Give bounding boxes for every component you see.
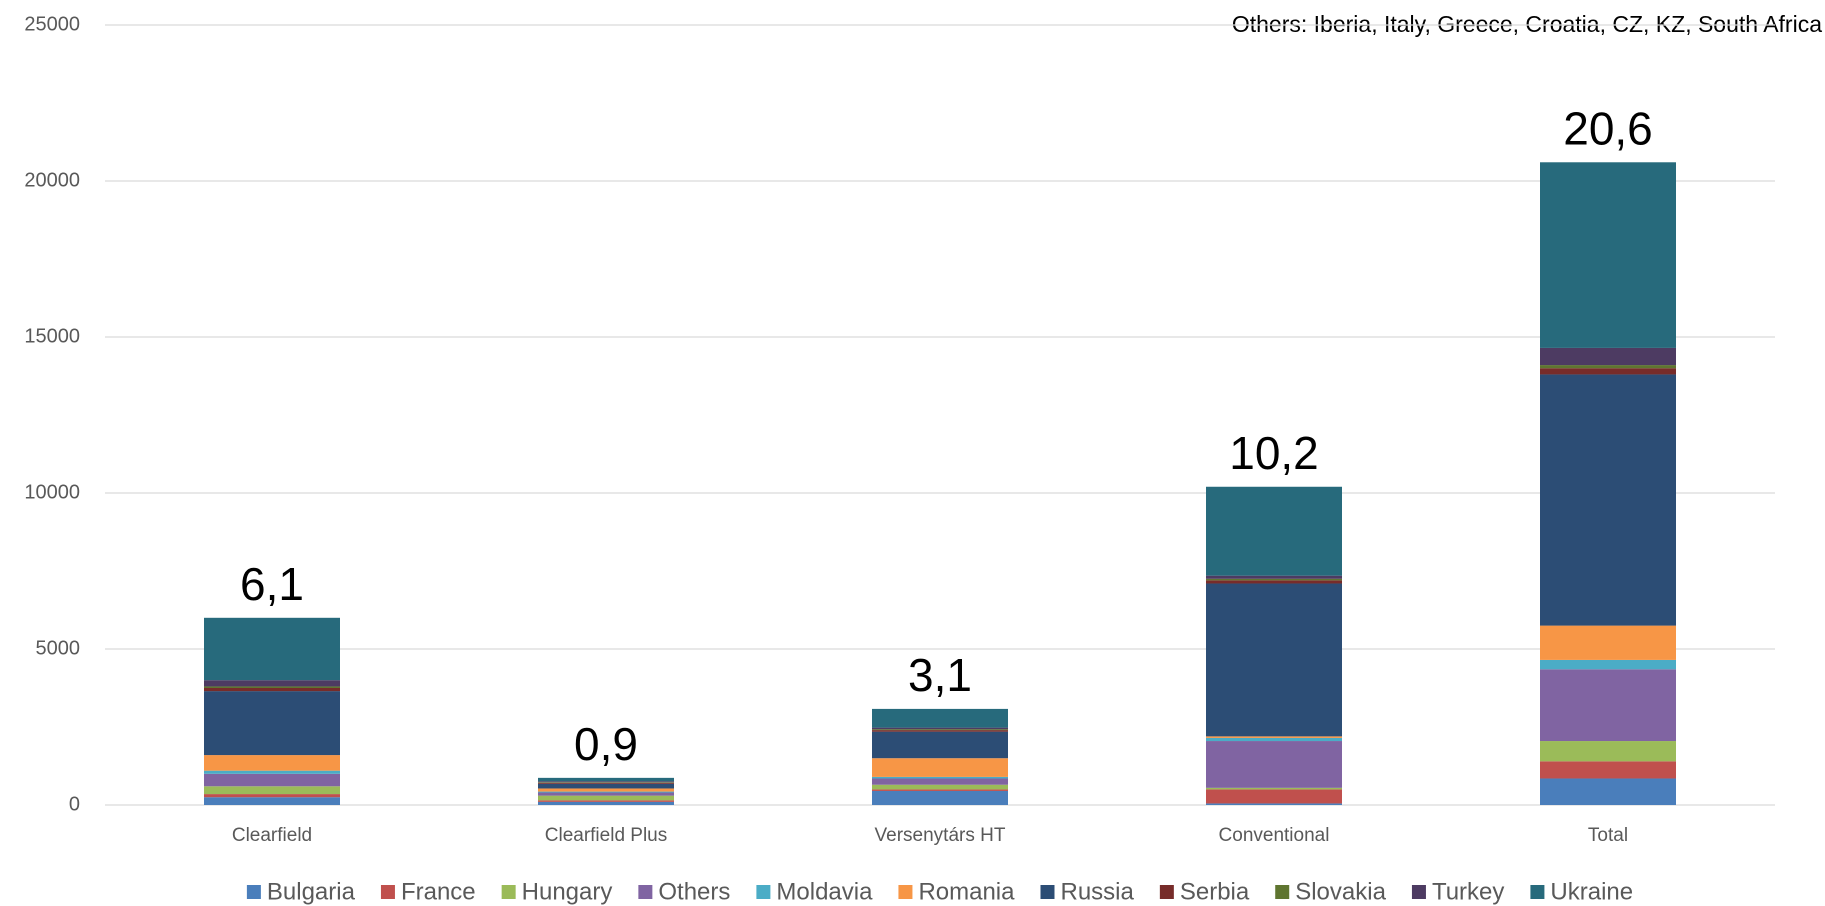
legend-swatch (380, 885, 395, 899)
bar-segment (1206, 583, 1342, 737)
legend-label: Others (658, 878, 730, 905)
bar-segment (1206, 787, 1342, 790)
bar-segment (872, 776, 1008, 779)
bar-segment (1540, 162, 1676, 348)
bar-segment (1540, 625, 1676, 660)
y-tick-label: 5000 (36, 637, 81, 659)
bar-segment (1206, 578, 1342, 581)
bar-segment (538, 777, 674, 782)
legend-swatch (1411, 885, 1426, 899)
total-label: 3,1 (908, 649, 972, 701)
y-tick-label: 25000 (24, 13, 80, 35)
bar-segment (538, 782, 674, 784)
bar-segment (1206, 789, 1342, 804)
bar-segment (538, 792, 674, 796)
bar-segment (872, 790, 1008, 805)
bar-segment (872, 729, 1008, 731)
total-label: 20,6 (1563, 102, 1653, 154)
x-tick-label: Conventional (1219, 825, 1330, 846)
x-tick-label: Clearfield (232, 825, 312, 846)
legend-label: Moldavia (776, 878, 873, 905)
legend-label: Slovakia (1295, 878, 1386, 905)
bar-segment (1206, 736, 1342, 738)
legend-label: Ukraine (1550, 878, 1633, 905)
bar-segment (872, 789, 1008, 791)
legend-label: Turkey (1432, 878, 1504, 905)
bar-segment (872, 730, 1008, 732)
total-label: 0,9 (574, 718, 638, 770)
x-tick-label: Total (1588, 825, 1628, 846)
bar-segment (1540, 741, 1676, 762)
bar-segment (872, 758, 1008, 777)
bar-segment (204, 797, 340, 805)
bar-segment (1540, 669, 1676, 742)
bar-segment (204, 680, 340, 687)
bar-segment (538, 795, 674, 801)
bar-segment (204, 773, 340, 787)
total-label: 10,2 (1229, 427, 1319, 479)
y-tick-label: 20000 (24, 169, 80, 191)
bar-segment (1540, 374, 1676, 626)
bar-segment (538, 791, 674, 793)
legend-swatch (1040, 885, 1055, 899)
legend-swatch (638, 885, 653, 899)
legend-label: Serbia (1180, 878, 1250, 905)
legend-label: France (401, 878, 476, 905)
bar-segment (1206, 741, 1342, 788)
legend-swatch (1530, 885, 1545, 899)
bar-segment (1540, 659, 1676, 670)
legend-swatch (1275, 885, 1290, 899)
bar-segment (204, 794, 340, 798)
bar-segment (204, 755, 340, 771)
y-tick-label: 10000 (24, 481, 80, 503)
legend-swatch (898, 885, 913, 899)
bar-segment (538, 800, 674, 802)
bar-segment (872, 727, 1008, 730)
y-tick-label: 0 (69, 793, 80, 815)
bar-segment (1206, 803, 1342, 805)
note: Others: Iberia, Italy, Greece, Croatia, … (1232, 11, 1822, 37)
bar-segment (872, 708, 1008, 728)
bar-segment (538, 781, 674, 783)
bar-segment (204, 691, 340, 756)
x-tick-label: Clearfield Plus (545, 825, 668, 846)
bar-segment (872, 731, 1008, 759)
bar-segment (1540, 365, 1676, 369)
bar-segment (1540, 368, 1676, 375)
legend-swatch (1159, 885, 1174, 899)
bar-segment (1540, 778, 1676, 805)
total-label: 6,1 (240, 558, 304, 610)
legend-swatch (756, 885, 771, 899)
bar-segment (204, 617, 340, 681)
bar-segment (1206, 580, 1342, 584)
legend-label: Bulgaria (267, 878, 356, 905)
bar-segment (204, 786, 340, 795)
legend-swatch (501, 885, 516, 899)
bar-segment (1540, 347, 1676, 366)
bar-segment (538, 788, 674, 792)
bar-segment (872, 784, 1008, 790)
bar-segment (204, 686, 340, 688)
bar-segment (1540, 761, 1676, 779)
bar-segment (538, 782, 674, 783)
x-tick-label: Versenytárs HT (875, 825, 1006, 846)
bar-segment (1206, 575, 1342, 579)
bar-segment (538, 783, 674, 789)
bar-segment (1206, 737, 1342, 742)
legend-swatch (246, 885, 261, 899)
bar-segment (204, 688, 340, 692)
bar-segment (1206, 486, 1342, 576)
bar-segment (872, 778, 1008, 785)
bar-segment (538, 801, 674, 805)
bar-segment (204, 770, 340, 774)
legend-label: Russia (1060, 878, 1134, 905)
legend-label: Hungary (522, 878, 613, 905)
y-tick-label: 15000 (24, 325, 80, 347)
legend-label: Romania (918, 878, 1015, 905)
